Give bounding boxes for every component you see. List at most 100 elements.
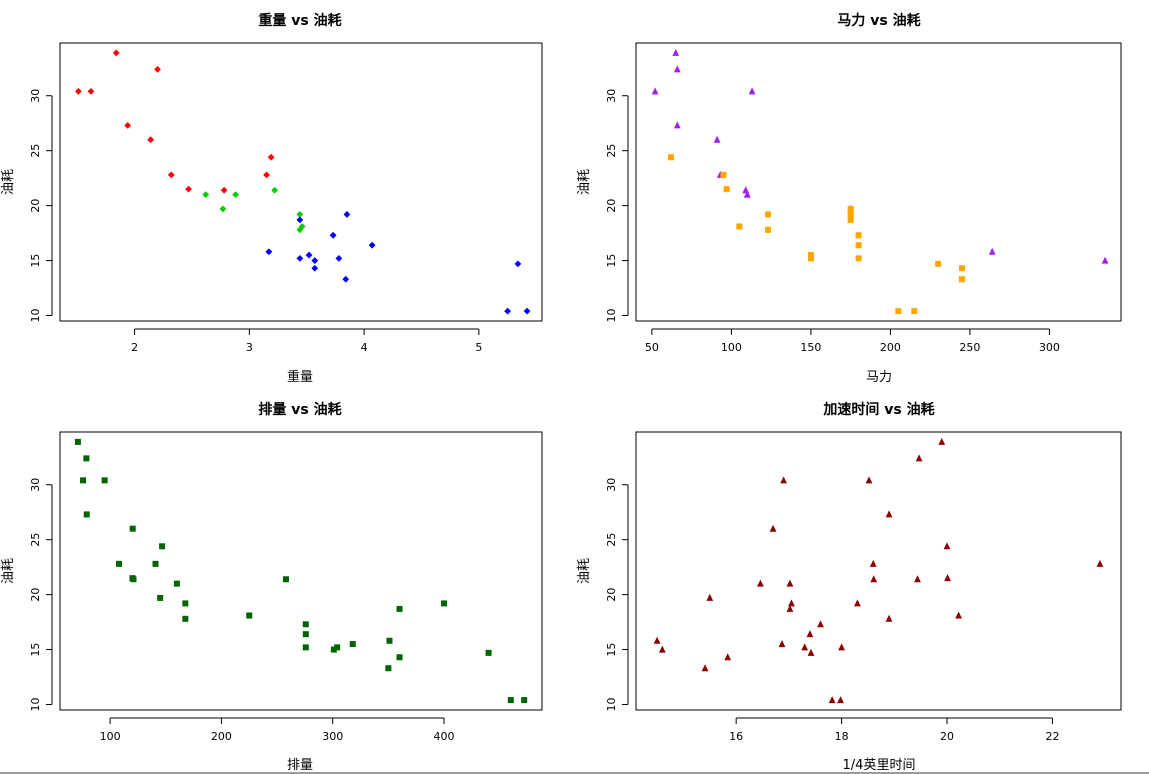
data-point [743,190,751,198]
data-point [865,476,873,484]
panel-qsec-vs-mpg: 加速时间 vs 油耗 16 18 20 22 10 15 20 25 30 1/4英里时间 油… [577,401,1122,773]
data-point [828,696,836,704]
data-point [764,226,771,233]
x-axis: 16 18 20 22 [729,717,1059,743]
data-point [914,575,921,583]
y-tick-label: 15 [29,643,42,657]
data-point [807,252,814,259]
y-tick-label: 25 [605,144,618,158]
y-axis: 10 15 20 25 30 [605,89,629,323]
x-axis-label: 排量 [287,758,313,773]
data-point [658,645,666,653]
data-point [507,697,514,704]
y-tick-label: 25 [29,533,42,547]
data-point [271,186,279,194]
data-point [672,48,680,56]
data-point [396,654,403,661]
data-point [724,653,732,661]
panel-title: 马力 vs 油耗 [837,12,920,29]
y-tick-label: 30 [29,478,42,492]
data-point [147,136,155,144]
point-layer [74,438,528,704]
x-tick-label: 150 [800,341,821,354]
data-point [182,615,189,622]
data-point [801,643,809,651]
data-point [673,65,681,73]
data-point [847,211,854,218]
data-point [246,612,253,619]
x-axis: 50 100 150 200 250 300 [645,328,1060,354]
data-point [769,524,777,532]
x-tick-label: 5 [475,341,482,354]
data-point [869,559,877,567]
y-axis-label: 油耗 [1,169,16,195]
data-point [202,191,210,199]
data-point [780,476,788,484]
data-point [955,611,963,619]
data-point [514,260,522,268]
y-tick-label: 20 [605,588,618,602]
data-point [651,87,659,95]
data-point [112,49,120,57]
plot-frame [635,431,1122,711]
data-point [786,579,794,587]
data-point [786,604,794,612]
data-point [847,205,854,212]
y-tick-label: 20 [29,199,42,213]
x-axis-label: 重量 [287,369,313,385]
x-tick-label: 400 [434,730,455,743]
x-axis: 100 200 300 400 [100,717,455,743]
data-point [87,87,95,95]
data-point [485,649,492,656]
data-point [80,477,87,484]
data-point [855,255,862,262]
x-tick-label: 3 [246,341,253,354]
data-point [757,579,764,587]
data-point [159,543,166,550]
data-point [521,697,528,704]
y-tick-label: 25 [29,144,42,158]
data-point [504,307,511,315]
point-layer [651,48,1109,315]
data-point [723,186,730,193]
data-point [854,599,861,607]
data-point [958,265,965,272]
panel-title: 排量 vs 油耗 [258,401,341,418]
data-point [152,560,159,567]
point-layer [74,49,531,315]
data-point [368,241,376,249]
y-tick-label: 15 [605,643,618,657]
y-tick-label: 20 [29,588,42,602]
data-point [870,575,878,583]
data-point [83,455,90,462]
x-tick-label: 100 [721,341,742,354]
data-point [742,186,750,194]
data-point [154,65,161,73]
x-tick-label: 200 [880,341,901,354]
data-point [302,644,309,651]
bottom-border [0,772,1149,774]
data-point [441,600,448,607]
data-point [958,276,965,283]
data-point [911,308,918,315]
x-tick-label: 18 [835,730,849,743]
data-point [342,275,350,283]
data-point [182,600,189,607]
data-point [885,510,893,518]
data-point [157,594,164,601]
data-point [101,477,108,484]
y-tick-label: 15 [29,254,42,268]
data-point [302,621,309,628]
y-tick-label: 25 [605,533,618,547]
x-tick-label: 16 [729,730,743,743]
data-point [330,646,337,653]
data-point [302,631,309,638]
data-point [713,135,721,143]
y-tick-label: 10 [605,309,618,323]
data-point [173,580,180,587]
panel-displacement-vs-mpg: 排量 vs 油耗 100 200 300 400 10 15 20 25 30 排量 油耗 [1,401,543,773]
y-tick-label: 10 [29,698,42,712]
y-tick-label: 20 [605,199,618,213]
data-point [282,576,289,583]
data-point [349,641,356,648]
